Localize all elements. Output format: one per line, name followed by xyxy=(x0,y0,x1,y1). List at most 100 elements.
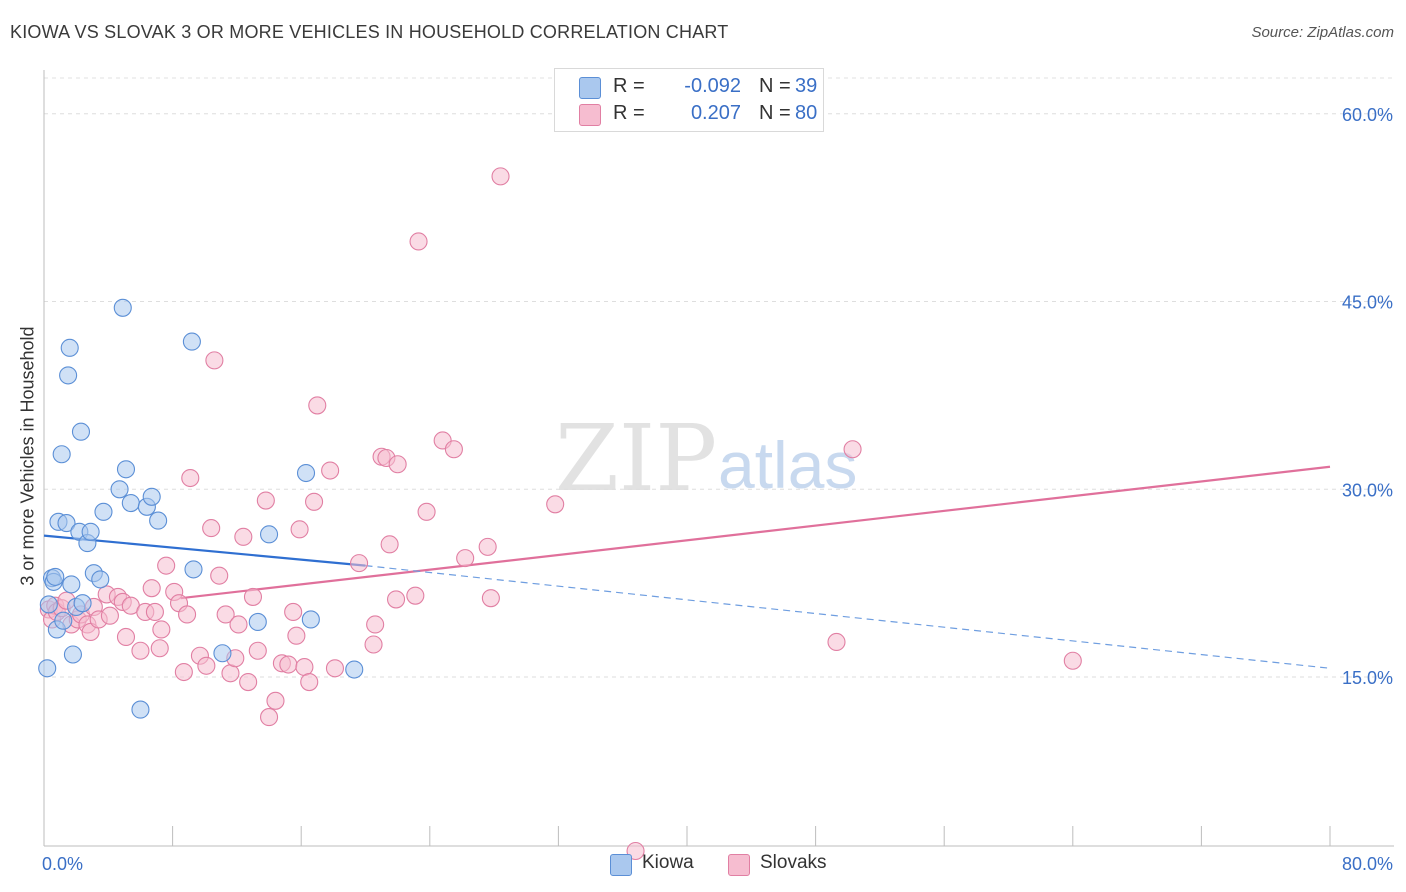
point-slovaks xyxy=(100,606,119,625)
point-slovaks xyxy=(386,590,406,609)
point-kiowa xyxy=(54,611,73,630)
trend-line-kiowa-extension xyxy=(365,565,1331,669)
point-slovaks xyxy=(300,672,319,692)
point-kiowa xyxy=(121,494,140,513)
x-tick-label-max: 80.0% xyxy=(1342,854,1393,874)
point-slovaks xyxy=(321,461,340,480)
point-kiowa xyxy=(62,575,81,594)
point-slovaks xyxy=(259,708,279,727)
point-kiowa xyxy=(60,338,79,357)
point-kiowa xyxy=(71,422,91,441)
point-kiowa xyxy=(57,514,76,533)
point-slovaks xyxy=(202,519,221,538)
point-kiowa xyxy=(46,567,65,586)
axes xyxy=(43,70,1394,847)
point-kiowa xyxy=(73,594,92,613)
tick-labels: 15.0% 30.0% 45.0% 60.0% 0.0% 80.0% xyxy=(42,105,1393,874)
correlation-legend: R = -0.092 N = 39 R = 0.207 N = 80 xyxy=(554,68,824,132)
point-slovaks xyxy=(827,632,846,652)
point-slovaks xyxy=(216,605,235,624)
point-slovaks xyxy=(145,602,164,621)
point-slovaks xyxy=(305,492,324,511)
point-slovaks xyxy=(243,587,263,606)
point-slovaks xyxy=(491,167,510,186)
point-slovaks xyxy=(197,656,216,675)
point-slovaks xyxy=(142,579,161,598)
point-kiowa xyxy=(81,522,100,541)
y-tick-label: 60.0% xyxy=(1342,105,1393,125)
point-slovaks xyxy=(325,659,345,678)
point-slovaks xyxy=(150,639,169,658)
point-kiowa xyxy=(345,660,364,679)
point-kiowa xyxy=(113,298,132,317)
point-kiowa xyxy=(52,445,71,464)
bottom-legend-swatch-slovaks xyxy=(728,854,750,876)
point-kiowa xyxy=(259,525,279,544)
point-slovaks xyxy=(444,440,463,459)
point-kiowa xyxy=(213,644,232,663)
point-slovaks xyxy=(481,589,500,608)
point-slovaks xyxy=(478,537,497,556)
legend-r-label: R = xyxy=(613,102,645,124)
point-slovaks xyxy=(388,455,407,474)
y-tick-label: 45.0% xyxy=(1342,293,1393,313)
legend-n-label: N = xyxy=(759,75,791,97)
point-slovaks xyxy=(406,586,425,605)
bottom-legend-label-slovaks: Slovaks xyxy=(760,852,827,873)
point-slovaks xyxy=(417,502,436,521)
source-label: Source: ZipAtlas.com xyxy=(1251,24,1394,41)
legend-n-value: 39 xyxy=(795,75,818,97)
bottom-legend-label-kiowa: Kiowa xyxy=(642,852,694,873)
point-kiowa xyxy=(110,480,129,499)
point-slovaks xyxy=(248,641,267,660)
watermark-atlas: atlas xyxy=(718,428,857,502)
data-points xyxy=(38,167,1082,861)
point-slovaks xyxy=(409,232,428,251)
watermark: ZIP atlas xyxy=(555,405,857,512)
legend-r-value: -0.092 xyxy=(684,75,741,97)
point-slovaks xyxy=(456,549,475,568)
point-slovaks xyxy=(1063,651,1082,670)
legend-n-value: 80 xyxy=(795,102,818,124)
point-kiowa xyxy=(301,610,320,629)
point-slovaks xyxy=(229,615,248,634)
point-slovaks xyxy=(157,556,176,575)
point-kiowa xyxy=(296,463,316,483)
bottom-legend-swatch-kiowa xyxy=(610,854,632,876)
point-slovaks xyxy=(131,641,150,660)
x-tick-label-min: 0.0% xyxy=(42,854,83,874)
point-slovaks xyxy=(221,664,240,683)
point-kiowa xyxy=(131,700,150,719)
point-slovaks xyxy=(266,691,285,710)
point-kiowa xyxy=(184,560,203,579)
legend-swatch-slovaks xyxy=(579,104,601,126)
point-slovaks xyxy=(279,655,298,674)
point-slovaks xyxy=(546,495,565,514)
trend-lines xyxy=(43,465,1331,669)
point-slovaks xyxy=(205,351,224,370)
point-slovaks xyxy=(308,396,327,415)
point-slovaks xyxy=(174,662,193,682)
point-slovaks xyxy=(843,440,862,459)
point-slovaks xyxy=(152,620,171,639)
point-kiowa xyxy=(91,570,110,589)
point-slovaks xyxy=(364,635,383,654)
point-slovaks xyxy=(366,615,385,634)
y-tick-label: 30.0% xyxy=(1342,480,1393,500)
chart-title: KIOWA VS SLOVAK 3 OR MORE VEHICLES IN HO… xyxy=(10,22,729,42)
grid-lines xyxy=(44,77,1394,678)
point-slovaks xyxy=(239,672,258,692)
point-slovaks xyxy=(210,566,229,585)
point-slovaks xyxy=(256,491,275,510)
legend-r-value: 0.207 xyxy=(690,102,741,124)
point-slovaks xyxy=(287,626,306,645)
point-slovaks xyxy=(350,554,369,573)
point-kiowa xyxy=(116,460,136,479)
trend-line-slovaks xyxy=(180,465,1331,600)
legend-n-label: N = xyxy=(759,102,791,124)
point-slovaks xyxy=(116,627,136,647)
point-kiowa xyxy=(182,332,201,351)
point-slovaks xyxy=(295,657,314,677)
point-kiowa xyxy=(94,502,113,521)
